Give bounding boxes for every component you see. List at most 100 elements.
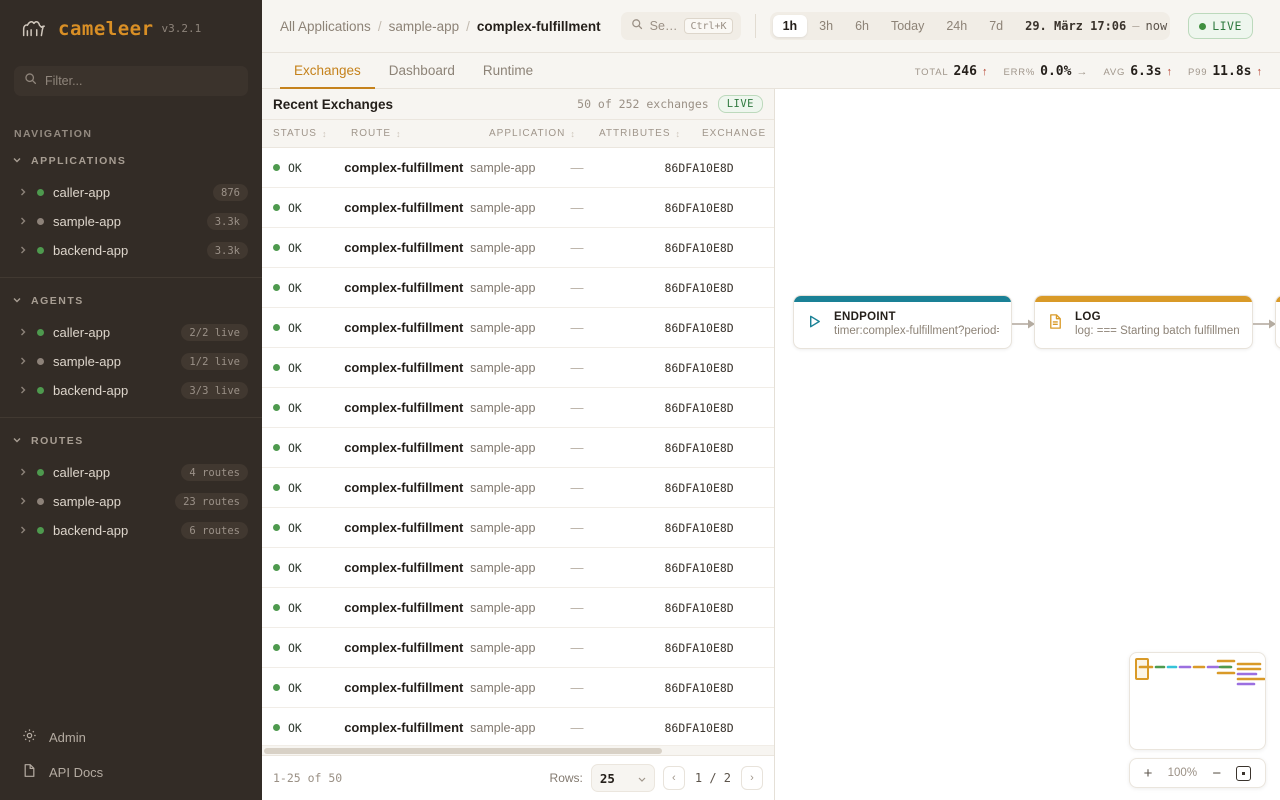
time-range-6h[interactable]: 6h [845,15,879,37]
route-graph-panel[interactable]: ENDPOINT timer:complex-fulfillment?perio… [775,89,1280,800]
status-dot-icon [273,204,280,211]
breadcrumb-separator: / [466,18,470,34]
chevron-right-icon[interactable] [18,184,28,202]
rows-per-page-select[interactable]: 25 [590,764,655,792]
sidebar-item-routes-sample-app[interactable]: sample-app 23 routes [0,487,262,516]
tab-dashboard[interactable]: Dashboard [388,63,455,78]
time-range-3h[interactable]: 3h [809,15,843,37]
sidebar-item-routes-backend-app[interactable]: backend-app 6 routes [0,516,262,545]
column-header-exchange[interactable]: EXCHANGE [702,128,822,139]
sidebar-item-api-docs[interactable]: API Docs [0,755,262,790]
status-label: OK [288,560,302,575]
sort-icon[interactable]: ↕ [570,128,576,139]
cell-application: sample-app [470,560,536,575]
search-icon [631,17,643,35]
graph-node-endpoint[interactable]: ENDPOINT timer:complex-fulfillment?perio… [793,295,1012,349]
table-row[interactable]: OK complex-fulfillment sample-app — 86DFA10E… [262,388,774,428]
breadcrumb-item-1[interactable]: sample-app [388,18,460,34]
nav-group-header-routes[interactable]: ROUTES [0,428,262,458]
sort-icon[interactable]: ↕ [321,128,328,139]
column-header-attributes[interactable]: ATTRIBUTES ↕ [599,128,702,139]
column-header-status[interactable]: STATUS ↕ [273,128,351,139]
table-row[interactable]: OK complex-fulfillment sample-app — 86DFA10E… [262,228,774,268]
time-range-7d[interactable]: 7d [979,15,1013,37]
metric-total: TOTAL 246 ↑ [915,64,988,79]
table-row[interactable]: OK complex-fulfillment sample-app — 86DFA10E… [262,268,774,308]
time-range-display[interactable]: 29. März 17:06– now [1015,19,1167,33]
cell-route: complex-fulfillment [344,440,464,455]
chevron-right-icon[interactable] [18,464,28,482]
global-search[interactable]: Se… Ctrl+K [620,12,741,40]
chevron-right-icon[interactable] [18,242,28,260]
table-live-badge[interactable]: LIVE [717,95,763,113]
sidebar-item-routes-caller-app[interactable]: caller-app 4 routes [0,458,262,487]
brand[interactable]: cameleer v3.2.1 [0,0,262,57]
breadcrumb-separator: / [377,18,382,34]
sidebar-item-applications-sample-app[interactable]: sample-app 3.3k [0,207,262,236]
breadcrumb-item-0[interactable]: All Applications [280,18,371,34]
chevron-right-icon[interactable] [18,382,28,400]
status-dot-icon [273,324,280,331]
sort-icon[interactable]: ↕ [396,128,402,139]
zoom-in-button[interactable]: + [1143,764,1153,782]
horizontal-scrollbar[interactable] [262,745,774,755]
table-row[interactable]: OK complex-fulfillment sample-app — 86DFA10E… [262,188,774,228]
sidebar-item-agents-backend-app[interactable]: backend-app 3/3 live [0,376,262,405]
table-row[interactable]: OK complex-fulfillment sample-app — 86DFA10E… [262,348,774,388]
range-to: now [1145,19,1168,33]
minimap-viewport[interactable] [1135,658,1149,680]
sidebar-item-badge: 4 routes [181,464,248,481]
tab-runtime[interactable]: Runtime [482,63,534,78]
sidebar-item-applications-caller-app[interactable]: caller-app 876 [0,178,262,207]
graph-minimap[interactable] [1129,652,1266,750]
table-row[interactable]: OK complex-fulfillment sample-app — 86DFA10E… [262,148,774,188]
column-header-route[interactable]: ROUTE ↕ [351,128,489,139]
sort-icon[interactable]: ↕ [675,128,681,139]
zoom-out-button[interactable]: − [1212,764,1222,782]
table-row[interactable]: OK complex-fulfillment sample-app — 86DFA10E… [262,708,774,745]
fit-view-icon[interactable] [1236,765,1252,781]
next-page-button[interactable]: › [741,766,763,790]
live-toggle[interactable]: LIVE [1188,13,1253,39]
horizontal-scrollbar-thumb[interactable] [264,748,662,754]
table-row[interactable]: OK complex-fulfillment sample-app — 86DFA10E… [262,308,774,348]
filter-input[interactable] [45,74,238,88]
nav-group-header-agents[interactable]: AGENTS [0,288,262,318]
cell-exchange: 86DFA10E8D [664,720,734,735]
sidebar-item-agents-caller-app[interactable]: caller-app 2/2 live [0,318,262,347]
column-header-application[interactable]: APPLICATION ↕ [489,128,599,139]
page-indicator: 1 / 2 [694,771,731,785]
cell-route: complex-fulfillment [344,400,464,415]
table-row[interactable]: OK complex-fulfillment sample-app — 86DFA10E… [262,548,774,588]
chevron-right-icon[interactable] [18,522,28,540]
table-row[interactable]: OK complex-fulfillment sample-app — 86DFA10E… [262,668,774,708]
graph-node-next[interactable] [1275,295,1280,349]
table-row[interactable]: OK complex-fulfillment sample-app — 86DFA10E… [262,588,774,628]
filter-box[interactable] [14,66,248,96]
graph-edge-1 [1012,319,1035,329]
chevron-right-icon[interactable] [18,324,28,342]
status-label: OK [288,200,302,215]
status-dot-icon [273,564,280,571]
time-range-1h[interactable]: 1h [772,15,808,37]
sidebar-item-applications-backend-app[interactable]: backend-app 3.3k [0,236,262,265]
time-range-Today[interactable]: Today [881,15,934,37]
sidebar-item-admin[interactable]: Admin [0,720,262,755]
table-row[interactable]: OK complex-fulfillment sample-app — 86DFA10E… [262,508,774,548]
breadcrumb-item-2[interactable]: complex-fulfillment [476,18,601,34]
chevron-right-icon[interactable] [18,353,28,371]
topbar: All Applications / sample-app / complex-fulf… [262,0,1280,53]
chevron-right-icon[interactable] [18,213,28,231]
table-row[interactable]: OK complex-fulfillment sample-app — 86DFA10E… [262,428,774,468]
table-row[interactable]: OK complex-fulfillment sample-app — 86DFA10E… [262,628,774,668]
nav-group-header-applications[interactable]: APPLICATIONS [0,148,262,178]
chevron-right-icon[interactable] [18,493,28,511]
prev-page-button[interactable]: ‹ [662,766,685,790]
cell-attributes: — [570,600,584,615]
graph-node-log[interactable]: LOG log: === Starting batch fulfillment … [1034,295,1253,349]
sidebar-item-agents-sample-app[interactable]: sample-app 1/2 live [0,347,262,376]
tab-exchanges[interactable]: Exchanges [280,57,375,89]
table-row[interactable]: OK complex-fulfillment sample-app — 86DFA10E… [262,468,774,508]
status-dot-icon [273,444,280,451]
time-range-24h[interactable]: 24h [936,15,977,37]
